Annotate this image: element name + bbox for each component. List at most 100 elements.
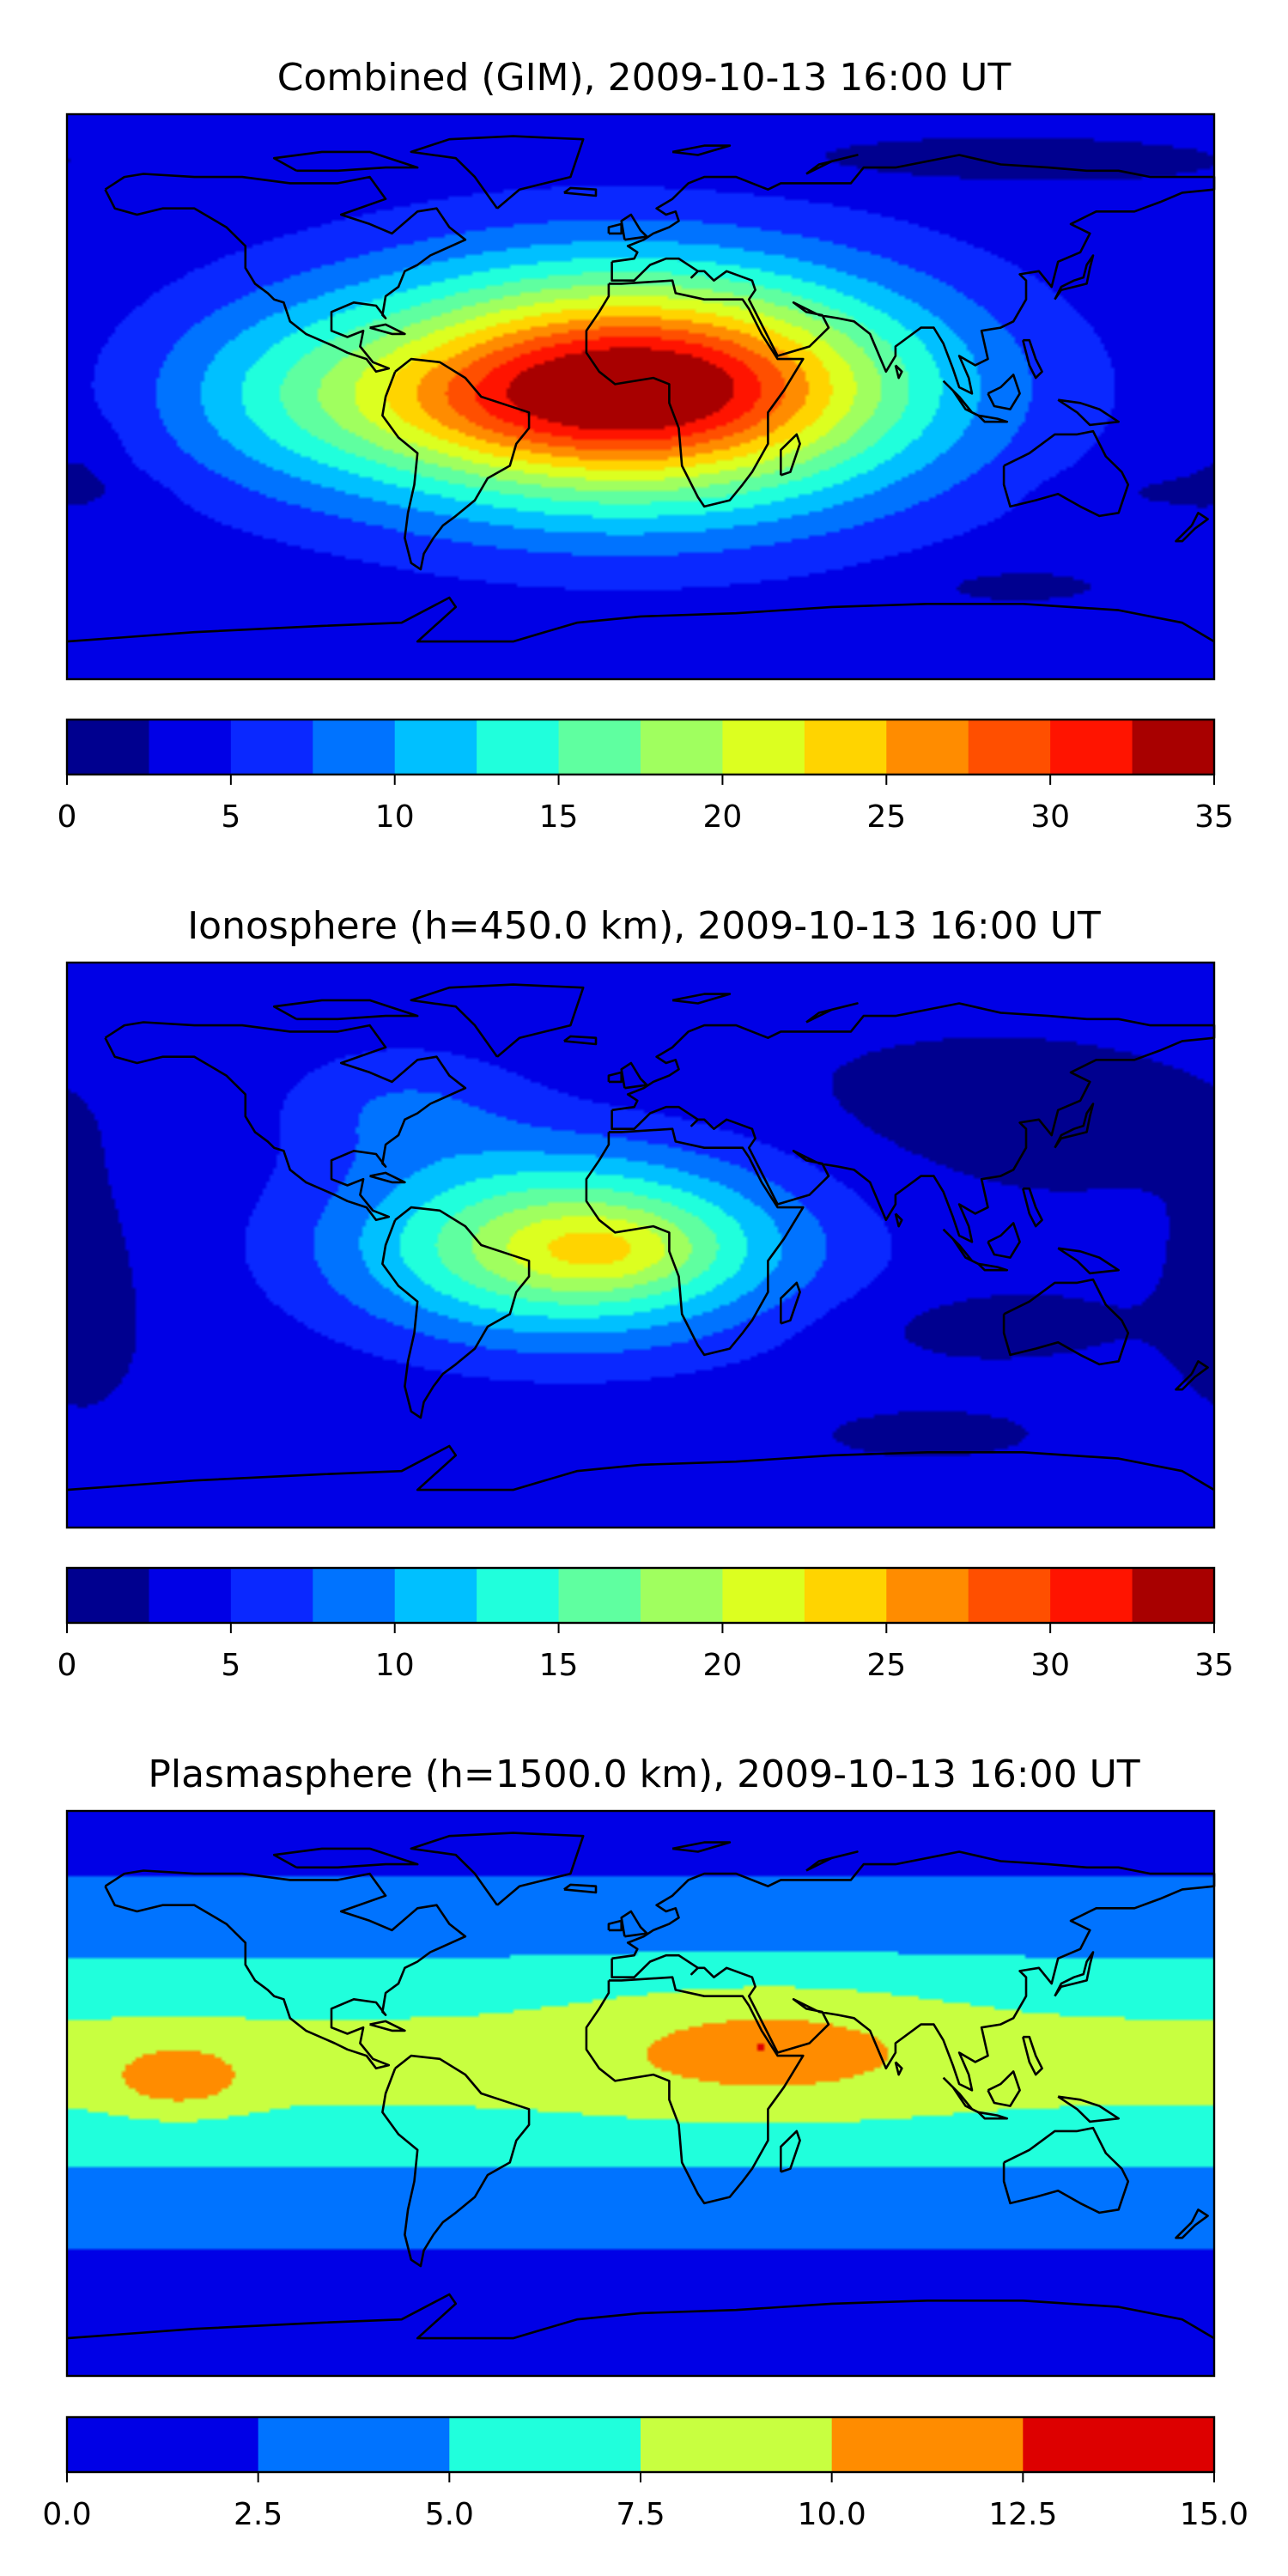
colorbar-tick-label: 0 bbox=[58, 799, 77, 835]
coastline-segment bbox=[1175, 511, 1209, 543]
colorbar-segment bbox=[313, 720, 396, 775]
contour-field bbox=[67, 963, 1214, 1528]
coastline-segment bbox=[272, 1847, 419, 1869]
colorbar-segment bbox=[449, 2417, 641, 2472]
colorbar-tick-label: 20 bbox=[703, 1648, 743, 1683]
colorbar-segment bbox=[230, 1568, 313, 1623]
coastline-segment bbox=[779, 1281, 801, 1325]
coastline-segment bbox=[369, 1171, 406, 1184]
colorbar-segment bbox=[558, 1568, 641, 1623]
coastline-segment bbox=[104, 1869, 467, 2070]
coastline-segment bbox=[272, 150, 419, 173]
panel-title: Combined (GIM), 2009-10-13 16:00 UT bbox=[277, 56, 1012, 100]
colorbar-segment bbox=[641, 720, 724, 775]
coastline-segment bbox=[369, 2020, 406, 2032]
colorbar-segment bbox=[149, 720, 232, 775]
colorbar-tick-label: 35 bbox=[1194, 1648, 1234, 1683]
colorbar-segment bbox=[1050, 720, 1133, 775]
coastline-segment bbox=[607, 1071, 623, 1084]
map-frame bbox=[65, 1809, 1216, 2378]
colorbar-segment bbox=[477, 720, 560, 775]
colorbar-segment bbox=[641, 1568, 724, 1623]
coastline-segment bbox=[1054, 254, 1095, 301]
coastline-segment bbox=[1057, 1247, 1120, 1275]
coastlines bbox=[66, 983, 1216, 1492]
coastline-segment bbox=[894, 364, 903, 380]
colorbar-tick-label: 35 bbox=[1194, 799, 1234, 835]
colorbar-tick-label: 10 bbox=[375, 799, 415, 835]
coastline-segment bbox=[563, 1883, 598, 1894]
coastline-segment bbox=[607, 1919, 623, 1932]
coastline-segment bbox=[779, 433, 801, 477]
colorbar-segment bbox=[394, 720, 477, 775]
colorbar-segment bbox=[230, 720, 313, 775]
colorbar-tick-label: 5 bbox=[221, 799, 240, 835]
coastline-segment bbox=[66, 596, 1215, 643]
colorbar-tick-label: 25 bbox=[866, 1648, 906, 1683]
coastlines bbox=[66, 1832, 1216, 2340]
coastline-segment bbox=[611, 154, 1216, 395]
colorbar-tick-label: 10 bbox=[375, 1648, 415, 1683]
colorbar-tick-label: 12.5 bbox=[988, 2497, 1057, 2532]
coastline-segment bbox=[1022, 1187, 1043, 1228]
colorbar-tick-label: 2.5 bbox=[234, 2497, 283, 2532]
coastline-segment bbox=[66, 2293, 1215, 2340]
coastline-segment bbox=[779, 2129, 801, 2173]
colorbar-3: 0.0 2.5 5.0 7.5 10.0 12.5 15.0 bbox=[42, 2415, 1249, 2532]
colorbar-tick-label: 0 bbox=[58, 1648, 77, 1683]
coastline-segment bbox=[894, 2061, 903, 2076]
coastline-segment bbox=[805, 1850, 859, 1872]
coastline-segment bbox=[1022, 2035, 1043, 2076]
coastline-segment bbox=[611, 1850, 1216, 2092]
colorbar-1: 0 5 10 15 20 25 30 35 bbox=[58, 718, 1234, 835]
colorbar-tick-label: 30 bbox=[1030, 799, 1070, 835]
coastline-segment bbox=[381, 2054, 531, 2268]
coastline-segment bbox=[805, 154, 859, 175]
coastline-segment bbox=[1022, 338, 1043, 380]
colorbar-segment bbox=[558, 720, 641, 775]
coastline-segment bbox=[671, 993, 732, 1005]
coastline-segment bbox=[369, 323, 406, 336]
coastline-segment bbox=[381, 1206, 531, 1419]
colorbar-tick-label: 25 bbox=[866, 799, 906, 835]
colorbar-segment bbox=[804, 1568, 887, 1623]
colorbar-segment bbox=[258, 2417, 450, 2472]
colorbar-segment bbox=[394, 1568, 477, 1623]
coastline-segment bbox=[671, 144, 732, 156]
coastline-segment bbox=[1175, 2208, 1209, 2239]
coastline-segment bbox=[1002, 429, 1130, 518]
coastline-segment bbox=[563, 1035, 598, 1046]
colorbar-tick-label: 10.0 bbox=[798, 2497, 866, 2532]
coastline-segment bbox=[410, 983, 585, 1058]
colorbar-segment bbox=[67, 1568, 150, 1623]
colorbar-segment bbox=[1023, 2417, 1215, 2472]
coastline-segment bbox=[611, 1002, 1216, 1243]
coastline-segment bbox=[894, 1212, 903, 1228]
colorbar-frame bbox=[65, 1566, 1216, 1625]
map-panel-3 bbox=[65, 1809, 1216, 2378]
coastline-segment bbox=[1057, 398, 1120, 427]
coastline-segment bbox=[585, 1976, 805, 2205]
map-frame bbox=[65, 961, 1216, 1529]
colorbar-segment bbox=[313, 1568, 396, 1623]
map-panel-1 bbox=[65, 112, 1216, 681]
coastlines bbox=[66, 135, 1216, 643]
colorbar-segment bbox=[67, 720, 150, 775]
contour-field bbox=[67, 114, 1214, 679]
colorbar-segment bbox=[804, 720, 887, 775]
coastline-segment bbox=[272, 999, 419, 1021]
coastline-segment bbox=[563, 186, 598, 197]
colorbar-tick-label: 7.5 bbox=[616, 2497, 665, 2532]
colorbar-segment bbox=[968, 720, 1051, 775]
colorbar-tick-label: 30 bbox=[1030, 1648, 1070, 1683]
coastline-segment bbox=[585, 279, 805, 508]
colorbar-segment bbox=[149, 1568, 232, 1623]
coastline-segment bbox=[977, 2111, 1009, 2120]
colorbar-segment bbox=[886, 720, 969, 775]
colorbar-tick-label: 15.0 bbox=[1180, 2497, 1249, 2532]
colorbar-tick-label: 5 bbox=[221, 1648, 240, 1683]
coastline-segment bbox=[1002, 1278, 1130, 1366]
colorbar-frame bbox=[65, 718, 1216, 776]
colorbar-tick-label: 15 bbox=[539, 799, 579, 835]
